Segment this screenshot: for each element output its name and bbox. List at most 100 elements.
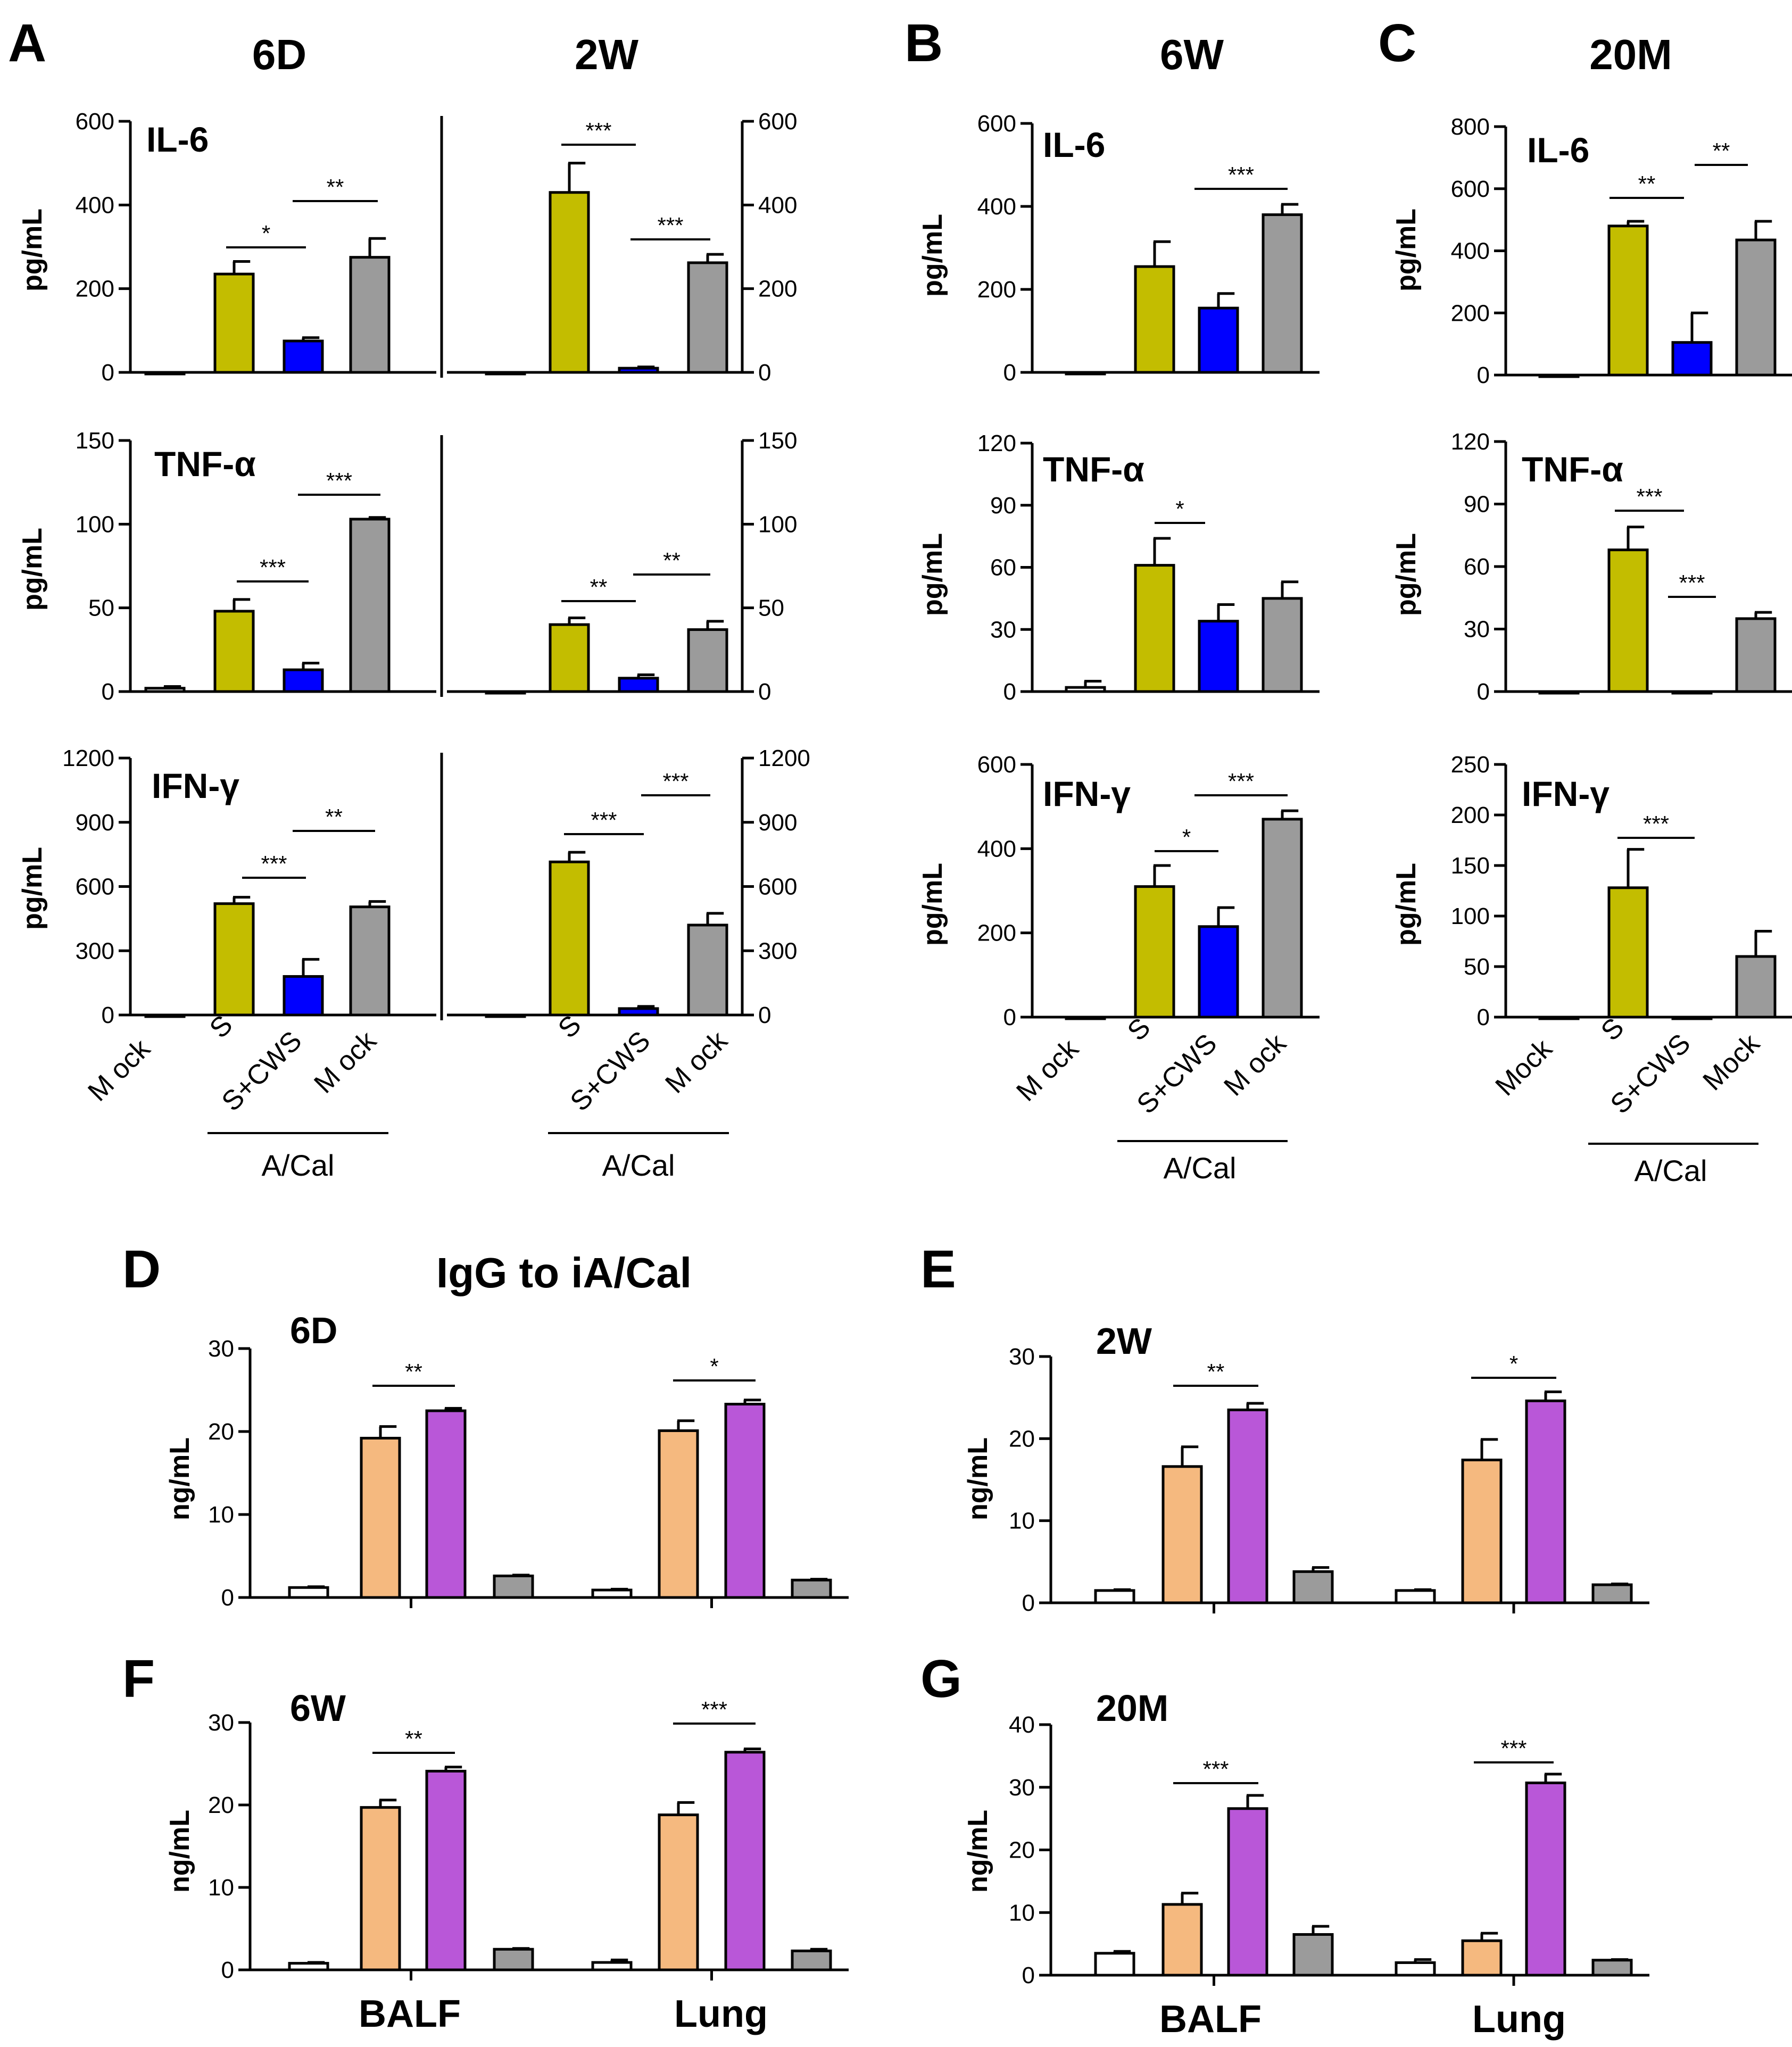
a-ifn-2w-bar (687, 923, 728, 1017)
d-y-tick-label: 30 (208, 1336, 234, 1362)
b-il6-y-tick-label: 200 (977, 277, 1016, 303)
c-tnf-bar (1671, 690, 1713, 695)
f-bar-gray (791, 1949, 832, 1971)
a-il6-ylabel: pg/mL (17, 209, 48, 292)
b-tnf-bar (1065, 686, 1106, 693)
a-tnf-6d-bar (283, 668, 324, 693)
c-tnf-y-tick-label: 120 (1451, 429, 1490, 455)
f-xlabel-lung: Lung (674, 1993, 768, 2035)
c-il6-ylabel: pg/mL (1391, 209, 1422, 292)
b-tnf-y-tick-label: 30 (990, 617, 1016, 643)
c-tnf-y-tick-label: 90 (1464, 492, 1490, 518)
d-bar-white (288, 1586, 329, 1599)
d-bar-gray (791, 1578, 832, 1599)
a-ifn-left-y-tick-label: 900 (76, 810, 114, 836)
a-il6-sig-label: ** (327, 174, 344, 199)
e-ylabel: ng/mL (963, 1437, 993, 1520)
g-y-tick-label: 10 (1009, 1900, 1035, 1926)
c-ifn-bar (1735, 955, 1777, 1019)
a-ifn-2w-bar (618, 1007, 659, 1017)
g-bar-white (1395, 1961, 1436, 1977)
a-6d-group-label: A/Cal (262, 1149, 335, 1182)
c-ifn-y-tick-label: 250 (1451, 752, 1490, 778)
b-il6-bar (1198, 306, 1239, 374)
c-il6-y-tick-label: 400 (1451, 238, 1490, 264)
b-group-label: A/Cal (1164, 1151, 1237, 1185)
a-ifn-sig-label: *** (591, 808, 617, 833)
panel-letter-b: B (905, 13, 943, 73)
e-bar-orange (1162, 1465, 1203, 1604)
b-ifn-y-tick-label: 200 (977, 920, 1016, 946)
f-sig-label: *** (701, 1697, 727, 1722)
b-ifn-y-tick-label: 400 (977, 836, 1016, 862)
column-title-20m: 20M (1589, 31, 1672, 78)
a-il6-left-y-tick-label: 200 (76, 276, 114, 302)
a-il6-sig-label: *** (657, 213, 683, 238)
a-tnf-right-y-tick-label: 0 (758, 679, 771, 705)
a-ifn-right-y-tick-label: 900 (758, 810, 797, 836)
a-il6-left-y-tick-label: 400 (76, 192, 114, 218)
g-ylabel: ng/mL (963, 1810, 993, 1893)
d-sig-label: ** (405, 1359, 422, 1384)
f-y-tick-label: 0 (221, 1957, 234, 1983)
a-tnf-6d-bar (349, 518, 391, 693)
b-tnf-sig-label: * (1175, 496, 1184, 521)
a-tnf-ylabel: pg/mL (17, 528, 48, 611)
b-tnf-bar (1134, 564, 1175, 693)
c-tnf-bar (1538, 690, 1580, 695)
e-sig-label: ** (1207, 1359, 1225, 1384)
a-tnf-left-y-tick-label: 150 (76, 428, 114, 454)
d-bar-purple (724, 1403, 766, 1599)
panel-letter-f: F (122, 1649, 155, 1709)
b-tnf-bar (1198, 620, 1239, 693)
c-tnf-y-tick-label: 30 (1464, 617, 1490, 643)
g-y-tick-label: 20 (1009, 1837, 1035, 1863)
c-tnf-bar (1607, 548, 1649, 693)
c-il6-title: IL-6 (1527, 130, 1589, 170)
c-ifn-y-tick-label: 200 (1451, 802, 1490, 828)
c-tnf-y-tick-label: 60 (1464, 554, 1490, 580)
c-il6-bar (1607, 224, 1649, 377)
a-il6-left-y-tick-label: 600 (76, 109, 114, 135)
a-ifn-right-y-tick-label: 600 (758, 874, 797, 900)
a-il6-sig-label: * (262, 221, 270, 246)
a-ifn-right-y-tick-label: 1200 (758, 745, 810, 771)
a-il6-title: IL-6 (146, 120, 209, 159)
a-tnf-right-y-tick-label: 100 (758, 511, 797, 537)
a-ifn-sig-label: ** (325, 804, 343, 829)
a-ifn-6d-bar (349, 905, 391, 1017)
c-ifn-sig-label: *** (1643, 811, 1669, 836)
c-ifn-bar (1671, 1016, 1713, 1020)
e-bar-white (1395, 1589, 1436, 1604)
b-ifn-bar (1134, 885, 1175, 1019)
a-2w-group-label: A/Cal (602, 1149, 675, 1182)
c-ifn-bar (1607, 886, 1649, 1019)
a-tnf-left-y-tick-label: 100 (76, 511, 114, 537)
b-ifn-bar (1065, 1016, 1106, 1020)
e-bar-purple (1227, 1408, 1268, 1604)
g-bar-gray (1292, 1933, 1334, 1977)
c-il6-bar (1671, 341, 1713, 377)
b-ifn-y-tick-label: 600 (977, 752, 1016, 778)
b-il6-sig-label: *** (1228, 162, 1254, 187)
b-ifn-y-tick-label: 0 (1003, 1004, 1016, 1030)
g-sig-label: *** (1500, 1736, 1526, 1761)
e-bar-orange (1461, 1458, 1503, 1604)
c-ifn-y-tick-label: 0 (1477, 1004, 1490, 1030)
b-il6-bar (1065, 371, 1106, 376)
panel-letter-a: A (8, 13, 46, 73)
a-il6-6d-bar (144, 371, 186, 376)
a-il6-6d-bar (283, 339, 324, 374)
c-ifn-y-tick-label: 50 (1464, 954, 1490, 980)
d-y-tick-label: 10 (208, 1502, 234, 1528)
g-y-tick-label: 40 (1009, 1712, 1035, 1738)
b-tnf-bar (1262, 597, 1303, 693)
b-ifn-title: IFN-γ (1043, 774, 1131, 813)
e-y-tick-label: 0 (1022, 1590, 1035, 1616)
e-bar-white (1094, 1589, 1135, 1604)
a-il6-sig-label: *** (585, 118, 611, 143)
b-il6-y-tick-label: 0 (1003, 360, 1016, 386)
d-sig-label: * (710, 1354, 718, 1379)
column-title-2w: 2W (575, 31, 638, 78)
a-ifn-right-y-tick-label: 0 (758, 1002, 771, 1028)
